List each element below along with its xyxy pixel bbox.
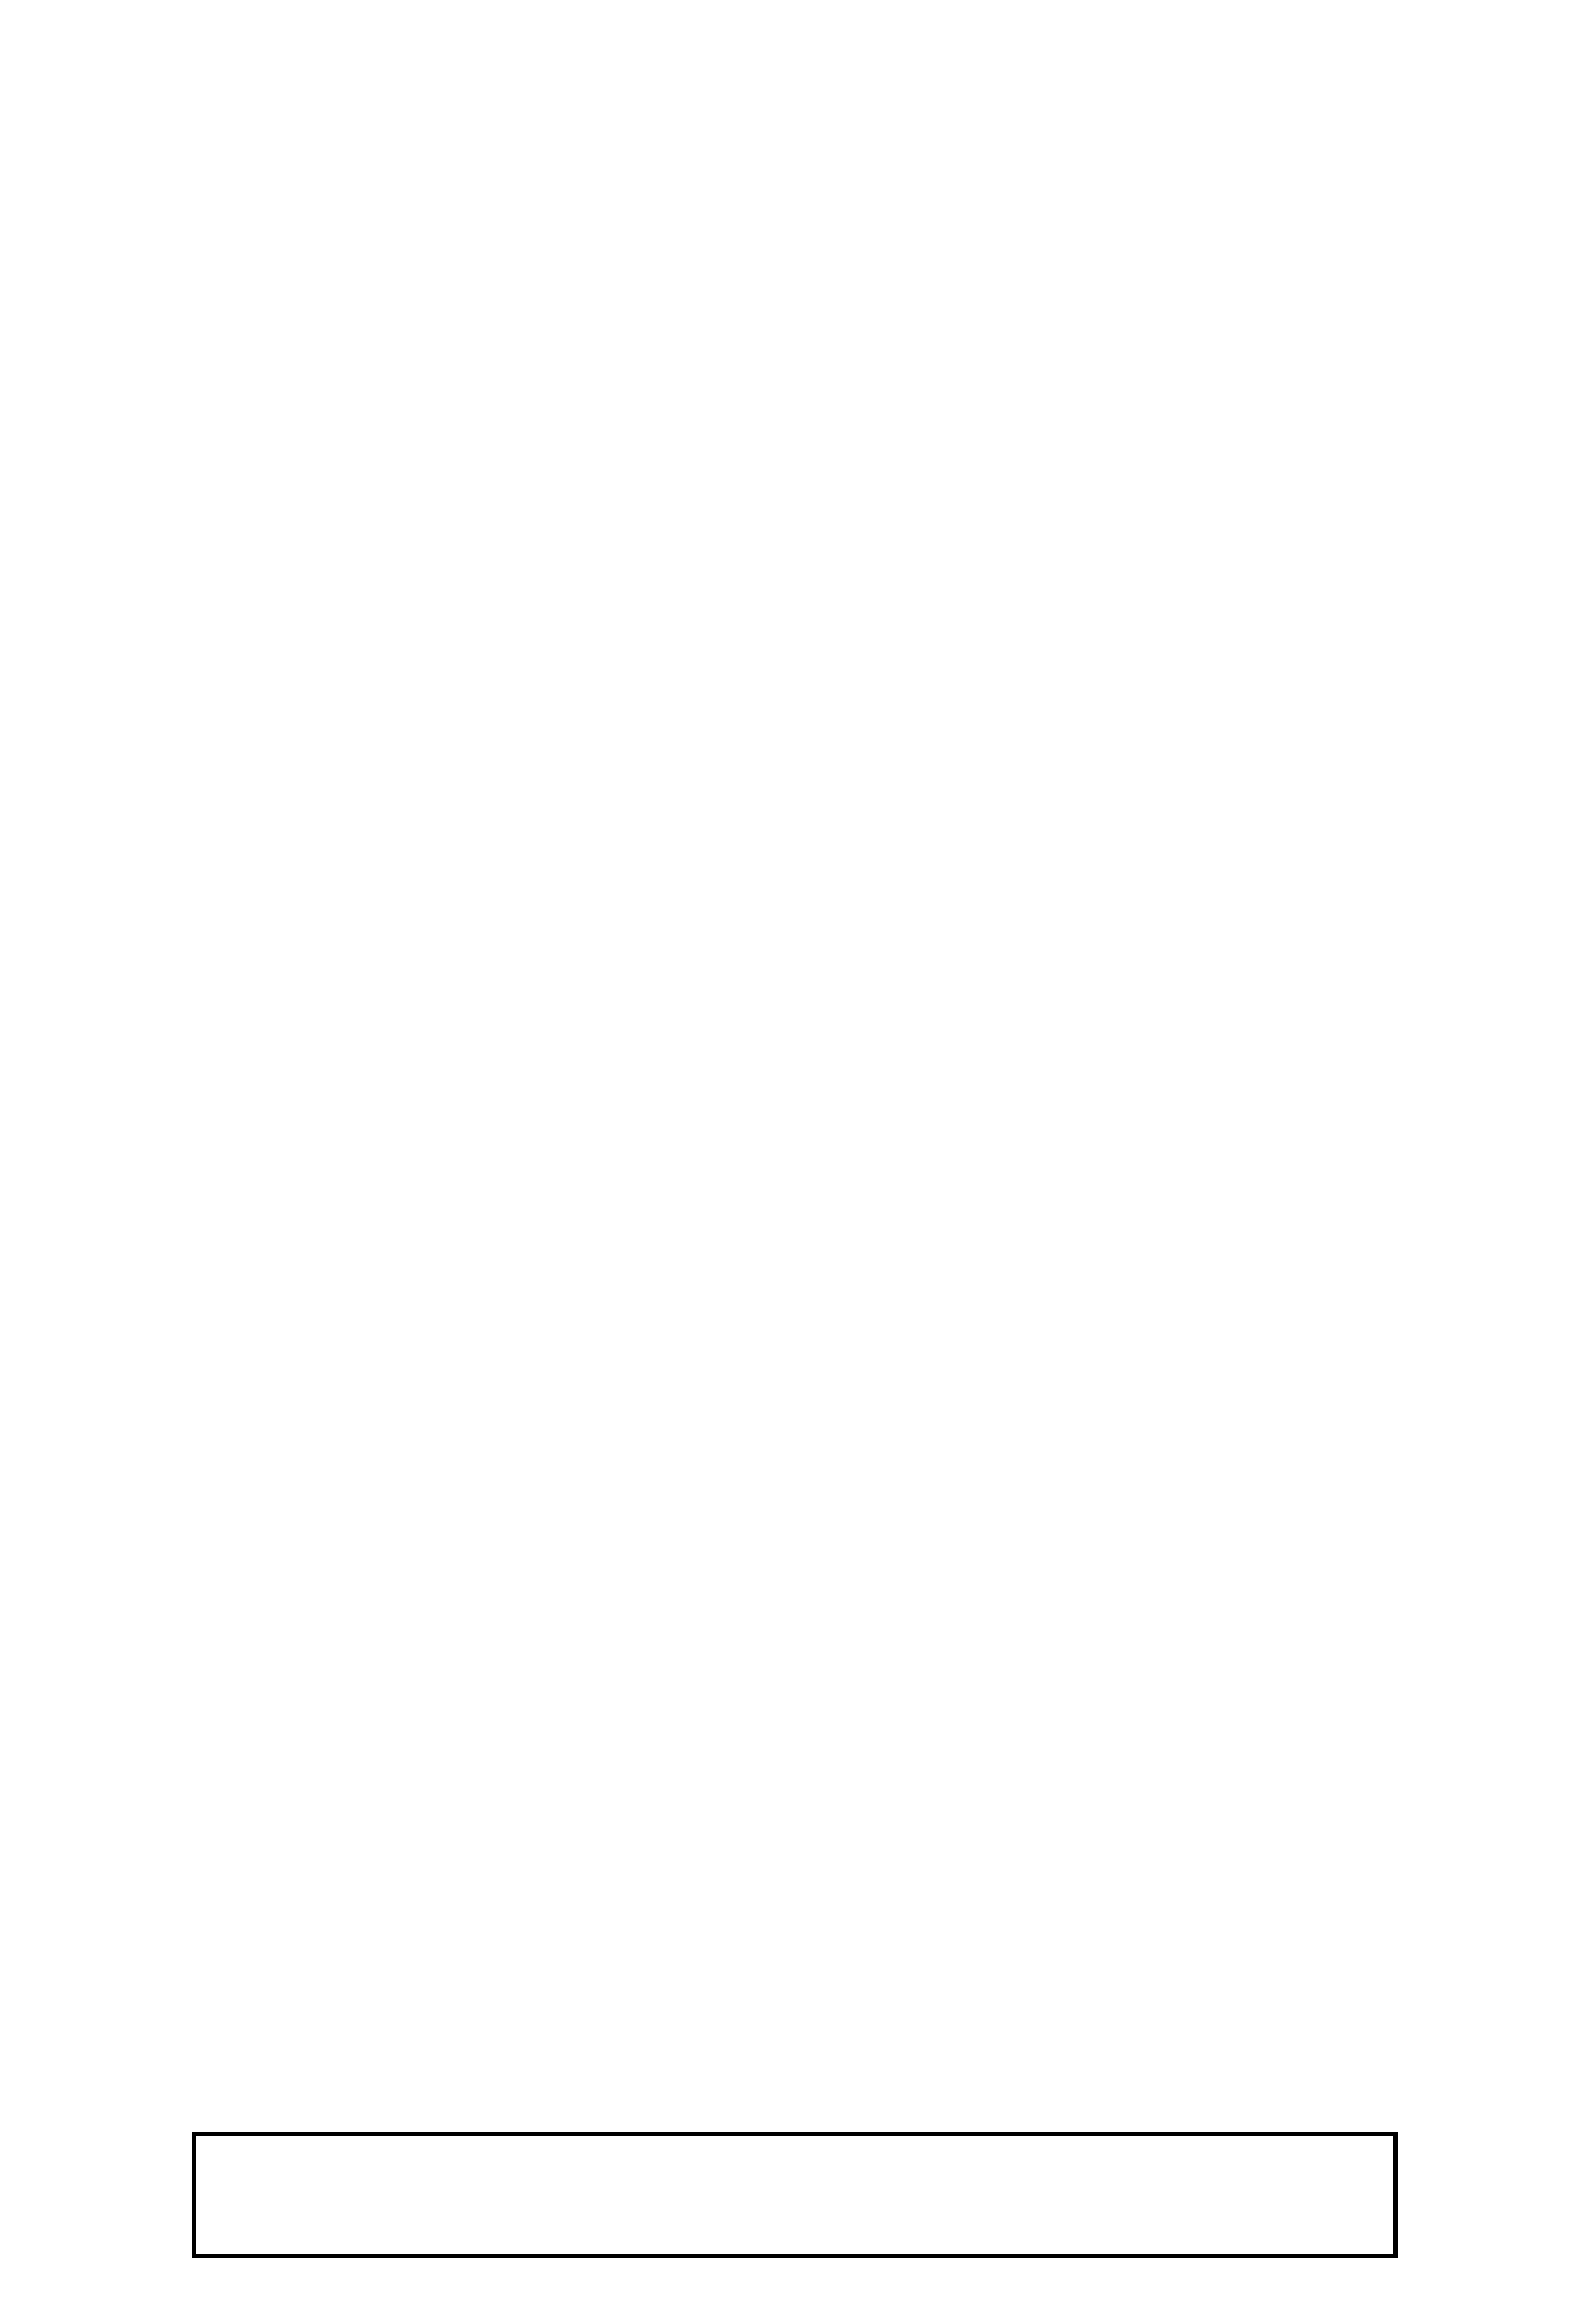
panel-up [0, 0, 1596, 2034]
caption-box [192, 2132, 1398, 2258]
